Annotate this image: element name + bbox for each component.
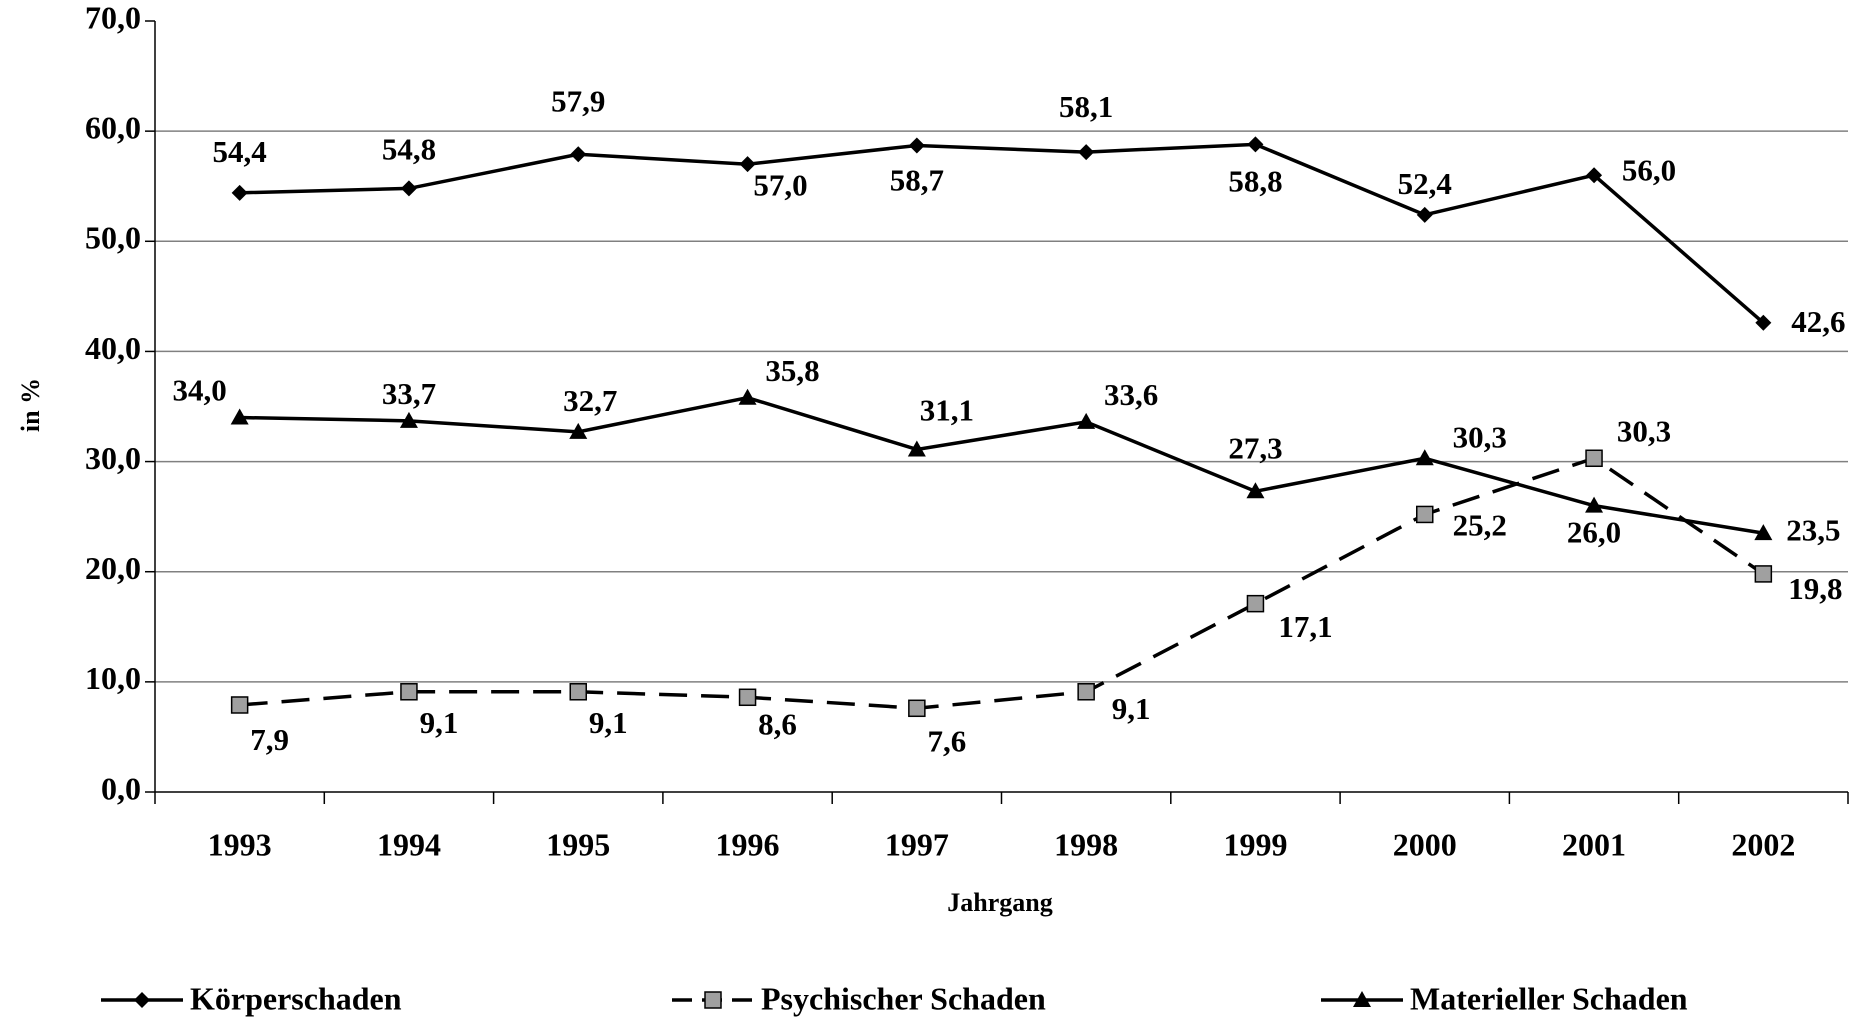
y-tick-label: 30,0 [85, 440, 141, 476]
x-tick-label: 1997 [885, 826, 949, 862]
series-line [239, 142, 1765, 325]
legend-marker [1353, 991, 1371, 1007]
data-point [1247, 136, 1264, 153]
data-point [400, 180, 417, 197]
y-tick-label: 10,0 [85, 660, 141, 696]
data-point [399, 411, 418, 428]
data-point [569, 422, 588, 439]
x-tick-label: 2000 [1393, 826, 1457, 862]
data-point [907, 440, 926, 457]
x-tick-label: 1998 [1054, 826, 1118, 862]
data-label: 7,9 [250, 722, 289, 757]
x-tick-label: 1996 [716, 826, 780, 862]
data-label: 27,3 [1228, 430, 1282, 465]
x-axis-label: Jahrgang [947, 888, 1052, 917]
data-label: 26,0 [1567, 515, 1621, 550]
data-point [1585, 449, 1603, 468]
data-label: 33,7 [382, 376, 436, 411]
x-tick-label: 1994 [377, 826, 441, 862]
x-tick-label: 1999 [1223, 826, 1287, 862]
legend-marker [134, 992, 150, 1008]
data-label: 7,6 [927, 723, 966, 758]
legend-item: Psychischer Schaden [672, 980, 1046, 1016]
data-point [1078, 144, 1095, 161]
data-label: 54,4 [213, 134, 267, 169]
data-label: 54,8 [382, 132, 436, 167]
data-point [1416, 505, 1434, 524]
x-tick-label: 1993 [208, 826, 272, 862]
data-point [1416, 206, 1433, 223]
y-tick-label: 20,0 [85, 550, 141, 586]
data-point [231, 184, 248, 201]
y-tick-label: 40,0 [85, 330, 141, 366]
data-point [1585, 496, 1604, 513]
data-label: 23,5 [1786, 512, 1840, 547]
data-label: 30,3 [1617, 413, 1671, 448]
data-point [1754, 524, 1773, 541]
legend-label: Psychischer Schaden [761, 980, 1046, 1016]
data-point [1586, 167, 1603, 184]
x-tick-label: 2001 [1562, 826, 1626, 862]
series-line [239, 395, 1764, 535]
data-label: 9,1 [1112, 691, 1151, 726]
legend-item: Materieller Schaden [1321, 980, 1688, 1016]
data-label: 57,9 [551, 83, 605, 118]
data-label: 9,1 [589, 705, 628, 740]
legend-label: Materieller Schaden [1410, 980, 1688, 1016]
data-label: 17,1 [1278, 609, 1332, 644]
data-label: 56,0 [1622, 152, 1676, 187]
data-label: 35,8 [765, 353, 819, 388]
data-label: 58,8 [1228, 163, 1282, 198]
y-tick-label: 0,0 [101, 770, 141, 806]
x-tick-label: 2002 [1731, 826, 1795, 862]
data-point [738, 688, 757, 707]
x-tick-label: 1995 [546, 826, 610, 862]
data-point [1755, 314, 1772, 331]
data-point [570, 146, 587, 163]
series: 34,0 33,7 32,7 35,8 31,1 33,6 27,3 30,3 26,0 23,5 [173, 353, 1841, 550]
data-point [1415, 449, 1434, 466]
data-label: 25,2 [1453, 508, 1507, 543]
legend-item: Körperschaden [101, 980, 402, 1016]
y-tick-label: 70,0 [85, 0, 141, 35]
data-point [1077, 683, 1095, 701]
data-point [739, 156, 756, 173]
data-label: 30,3 [1453, 419, 1507, 454]
data-point [400, 683, 418, 701]
y-tick-label: 60,0 [85, 109, 141, 145]
data-point [908, 137, 925, 154]
data-point [1754, 565, 1773, 583]
data-label: 8,6 [758, 706, 797, 741]
y-axis-label: in % [16, 378, 45, 432]
data-point [230, 408, 249, 425]
data-point [738, 388, 757, 405]
data-label: 9,1 [420, 705, 459, 740]
data-label: 57,0 [753, 167, 807, 202]
data-label: 52,4 [1398, 166, 1452, 201]
data-point [1246, 482, 1265, 499]
data-point [569, 683, 587, 701]
data-label: 19,8 [1788, 571, 1842, 606]
data-label: 33,6 [1104, 377, 1158, 412]
data-point [230, 696, 249, 714]
data-point [1246, 594, 1265, 613]
data-label: 34,0 [173, 373, 227, 408]
series: 7,9 9,1 9,1 8,6 7,6 9,1 17,1 25,2 30,3 19,8 [230, 413, 1842, 758]
y-tick-label: 50,0 [85, 220, 141, 256]
data-point [1077, 412, 1096, 429]
data-label: 42,6 [1791, 304, 1845, 339]
series: 54,4 54,8 57,9 57,0 58,7 58,1 58,8 52,4 56,0 42,6 [213, 83, 1846, 339]
legend-marker [704, 991, 722, 1009]
data-point [908, 699, 926, 718]
series-line [239, 456, 1765, 711]
legend-label: Körperschaden [190, 980, 402, 1016]
data-label: 58,1 [1059, 89, 1113, 124]
data-label: 31,1 [920, 393, 974, 428]
data-label: 32,7 [563, 383, 617, 418]
data-label: 58,7 [890, 163, 944, 198]
